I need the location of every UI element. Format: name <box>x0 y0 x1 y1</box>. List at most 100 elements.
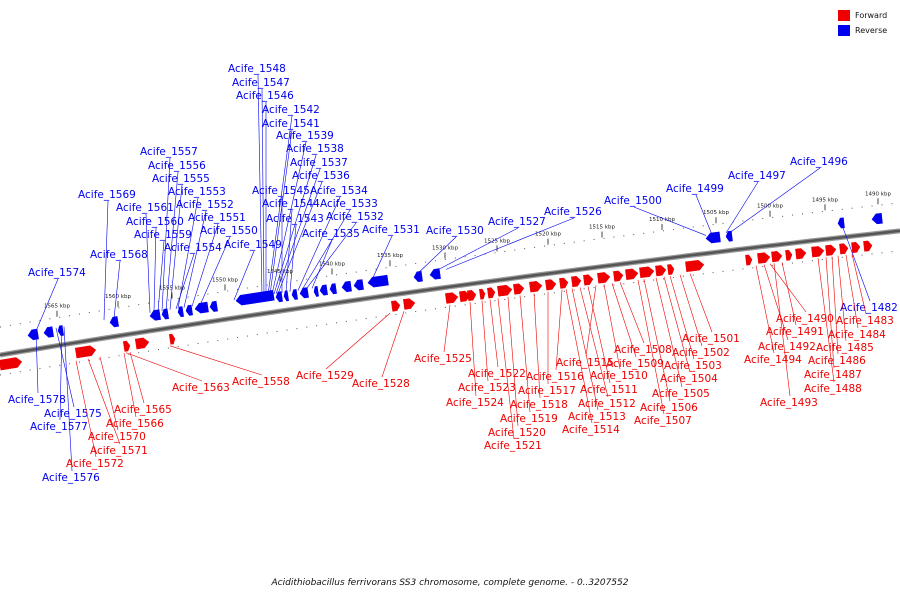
reverse-gene-label: Acife_1497 <box>728 170 786 182</box>
forward-gene-arrow <box>839 243 849 255</box>
forward-gene-arrow-shape <box>459 290 471 302</box>
reverse-gene-arrow <box>705 231 721 244</box>
forward-gene-arrow <box>0 357 23 371</box>
reverse-leader-line <box>199 236 231 306</box>
reverse-gene-label: Acife_1560 <box>126 216 184 228</box>
reverse-gene-label: Acife_1500 <box>604 195 662 207</box>
tick-label: 1490 kbp <box>865 191 891 197</box>
forward-leader-line <box>637 279 665 415</box>
forward-gene-arrow <box>795 248 807 260</box>
reverse-gene-label: Acife_1537 <box>290 157 348 169</box>
reverse-gene-arrow <box>161 308 169 320</box>
reverse-leader-line <box>273 154 317 295</box>
forward-gene-arrow <box>479 288 486 300</box>
forward-gene-arrow <box>583 274 594 286</box>
forward-leader-line <box>585 285 597 357</box>
forward-leader-line <box>689 273 713 333</box>
forward-gene-label: Acife_1521 <box>484 440 542 452</box>
reverse-gene-arrow-shape <box>161 308 169 320</box>
reverse-gene-label: Acife_1534 <box>310 185 368 197</box>
reverse-gene-label: Acife_1538 <box>286 143 344 155</box>
tick-label: 1565 kbp <box>44 304 70 310</box>
forward-gene-arrow-shape <box>497 284 513 297</box>
reverse-leader-line <box>269 129 293 295</box>
forward-gene-arrow-shape <box>745 254 753 266</box>
tick-label: 1510 kbp <box>649 217 675 223</box>
reverse-leader-line <box>839 219 871 302</box>
reverse-gene-label: Acife_1549 <box>224 239 282 251</box>
forward-gene-arrow <box>513 283 525 295</box>
reverse-gene-arrow-shape <box>353 279 364 291</box>
reverse-gene-arrow-shape <box>235 290 275 306</box>
chromosome-backbone <box>0 229 900 357</box>
tick-label: 1545 kbp <box>267 269 293 275</box>
forward-gene-label: Acife_1505 <box>652 388 710 400</box>
reverse-leader-line <box>275 168 321 294</box>
forward-gene-arrow-shape <box>863 240 873 252</box>
forward-gene-label: Acife_1507 <box>634 415 692 427</box>
forward-gene-arrow-shape <box>851 242 861 253</box>
forward-gene-arrow <box>497 284 513 297</box>
reverse-gene-arrow-shape <box>283 290 289 302</box>
reverse-gene-arrow <box>177 306 184 318</box>
reverse-gene-arrow <box>725 230 733 242</box>
forward-gene-arrow-shape <box>0 357 23 371</box>
forward-gene-label: Acife_1571 <box>90 445 148 457</box>
reverse-gene-label: Acife_1535 <box>302 228 360 240</box>
forward-gene-arrow <box>134 337 150 350</box>
reverse-gene-label: Acife_1526 <box>544 206 602 218</box>
forward-gene-arrow <box>745 254 753 266</box>
forward-leader-line <box>489 299 499 368</box>
forward-leader-line <box>443 304 451 353</box>
forward-gene-arrow-shape <box>168 333 176 345</box>
forward-gene-label: Acife_1486 <box>808 355 866 367</box>
forward-gene-arrow-shape <box>771 251 783 263</box>
forward-leader-line <box>87 358 121 445</box>
reverse-gene-arrow-shape <box>367 274 389 288</box>
reverse-gene-arrow-shape <box>319 284 328 296</box>
forward-gene-arrow-shape <box>655 265 667 277</box>
reverse-gene-label: Acife_1551 <box>188 212 246 224</box>
reverse-gene-label: Acife_1574 <box>28 267 86 279</box>
reverse-gene-arrow-shape <box>194 301 209 314</box>
reverse-leader-line <box>153 227 157 313</box>
reverse-leader-line <box>233 250 255 301</box>
forward-gene-arrow <box>785 249 793 261</box>
forward-gene-arrow-shape <box>545 279 557 291</box>
reverse-gene-arrow <box>871 213 883 225</box>
forward-leader-line <box>533 293 541 399</box>
reverse-leader-line <box>257 74 263 296</box>
forward-gene-arrow <box>529 281 543 293</box>
forward-leader-line <box>611 283 637 358</box>
forward-leader-line <box>565 289 593 424</box>
reverse-gene-label: Acife_1533 <box>320 198 378 210</box>
reverse-gene-arrow <box>313 286 319 297</box>
reverse-leader-line <box>161 157 171 312</box>
reverse-leader-line <box>725 181 759 234</box>
reverse-gene-label: Acife_1539 <box>276 130 334 142</box>
reverse-leader-line <box>165 171 179 311</box>
forward-gene-arrow <box>667 264 675 276</box>
reverse-gene-arrow-shape <box>299 287 309 299</box>
reverse-gene-arrow-shape <box>185 304 193 316</box>
forward-gene-label: Acife_1523 <box>458 382 516 394</box>
reverse-leader-line <box>59 326 63 421</box>
legend-reverse-label: Reverse <box>855 26 888 35</box>
tick-label: 1495 kbp <box>812 197 838 203</box>
reverse-gene-arrow <box>27 328 39 341</box>
reverse-gene-arrow <box>209 300 218 312</box>
forward-leader-line <box>679 274 703 347</box>
reverse-gene-arrow <box>43 326 54 338</box>
forward-gene-arrow <box>863 240 873 252</box>
reverse-leader-line <box>177 197 199 309</box>
forward-leader-line <box>75 360 97 458</box>
forward-gene-arrow-shape <box>667 264 675 276</box>
tick-label: 1500 kbp <box>757 204 783 210</box>
reverse-gene-arrow-shape <box>291 289 298 300</box>
reverse-leader-line <box>289 224 297 292</box>
reverse-gene-label: Acife_1541 <box>262 118 320 130</box>
reverse-gene-arrow <box>319 284 328 296</box>
forward-gene-arrow-shape <box>403 298 416 310</box>
reverse-gene-label: Acife_1569 <box>78 189 136 201</box>
forward-gene-arrow-shape <box>685 260 705 273</box>
